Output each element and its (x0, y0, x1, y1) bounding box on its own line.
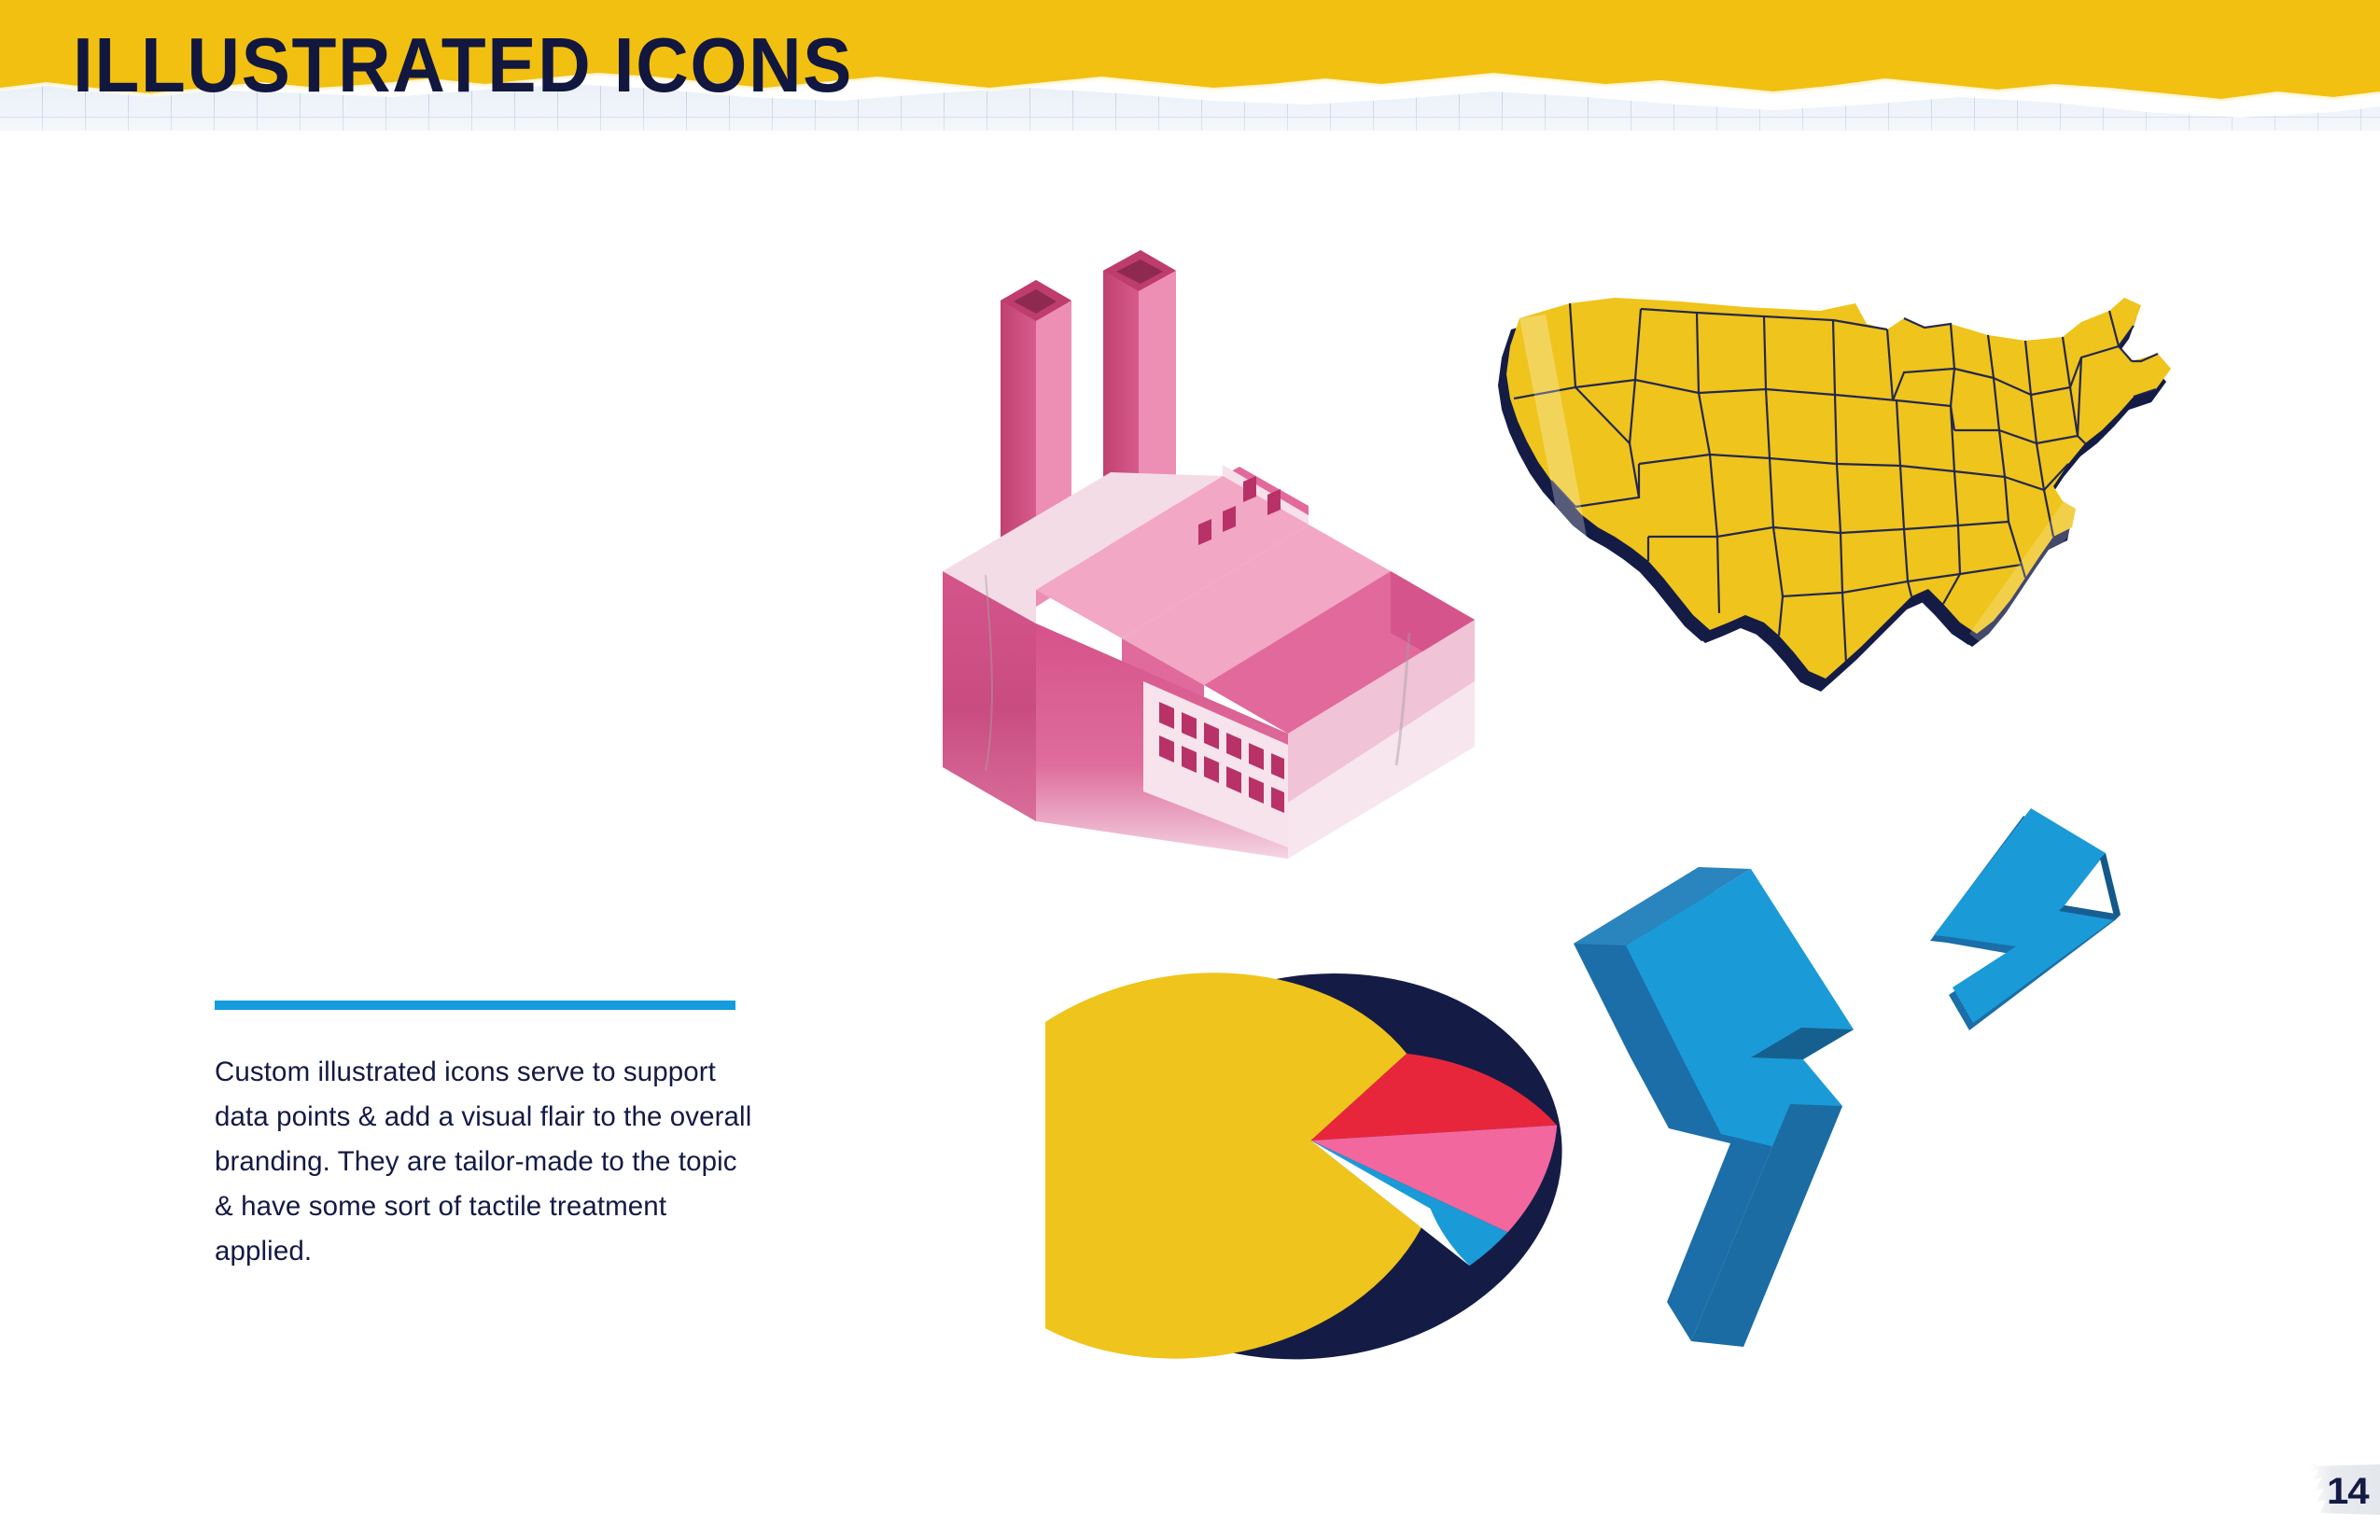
factory-left-face (943, 571, 1036, 821)
us-map-icon (1465, 257, 2203, 751)
state-borders (1513, 302, 2159, 665)
bolt-large-face (1626, 869, 1854, 1347)
text-block: Custom illustrated icons serve to suppor… (215, 1001, 756, 1274)
pie-slice-red (1310, 1053, 1558, 1141)
factory-windows (1159, 702, 1284, 813)
factory-clerestory-windows (1198, 476, 1281, 545)
accent-rule (215, 1001, 735, 1010)
factory-roof-mid (1122, 525, 1391, 685)
torn-paper-edge-graphic (0, 0, 2380, 131)
header-band: ILLUSTRATED ICONS (0, 0, 2380, 131)
pie-slice-yellow (947, 973, 1431, 1359)
factory-icon (943, 243, 1521, 877)
bolt-small-face (1934, 808, 2121, 1023)
factory-roof-upper (1036, 476, 1309, 638)
pie-slice-pink (1310, 1125, 1558, 1233)
pie-chart-icon (947, 933, 1587, 1381)
page-title: ILLUSTRATED ICONS (73, 21, 854, 109)
body-paragraph: Custom illustrated icons serve to suppor… (215, 1057, 752, 1267)
page-number: 14 (2326, 1471, 2369, 1512)
lightning-bolt-small-icon (1913, 803, 2165, 1045)
pie-slices (947, 973, 1558, 1359)
lightning-bolt-large-icon (1568, 807, 1923, 1367)
page-number-torn-strip (2307, 1463, 2380, 1515)
page-number-strip: 14 (2298, 1461, 2380, 1524)
